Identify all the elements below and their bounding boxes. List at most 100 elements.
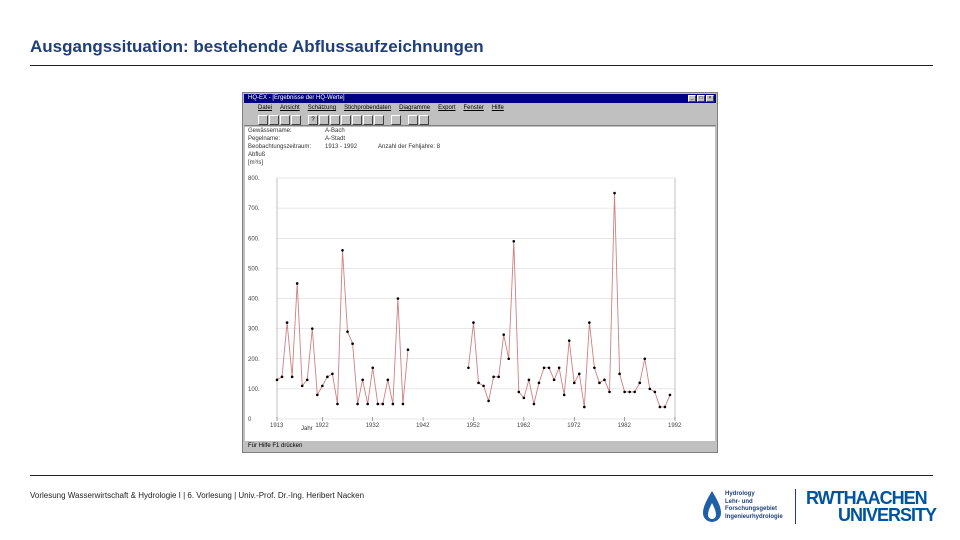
logo-separator: [795, 489, 796, 524]
data-point: [557, 366, 561, 370]
data-point: [608, 390, 611, 394]
chart-client-area: Gewässername: A-Bach Pegelname: A-Stadt …: [245, 127, 715, 441]
data-point: [341, 249, 344, 252]
data-point: [366, 402, 369, 406]
menu-stichprobendaten[interactable]: Stichprobendaten: [344, 105, 392, 111]
y-tick-label: 700.: [248, 206, 260, 212]
x-tick-label: 1982: [618, 423, 632, 429]
data-point: [532, 402, 536, 406]
data-point: [371, 366, 375, 370]
table-icon[interactable]: [374, 114, 384, 125]
menu-hilfe[interactable]: Hilfe: [491, 105, 504, 111]
data-point: [351, 342, 354, 345]
yaxis-unit: [m³/s]: [248, 160, 263, 166]
data-point: [321, 384, 324, 388]
data-point: [497, 375, 500, 379]
status-bar: Für Hilfe F1 drücken: [248, 443, 303, 449]
data-point: [487, 399, 490, 403]
hydro-line-1: Hydrology: [725, 491, 755, 497]
filter-icon[interactable]: [419, 114, 429, 125]
data-point: [623, 390, 626, 394]
data-point: [668, 393, 672, 397]
gewaesser-value: A-Bach: [325, 128, 345, 134]
menu-schaetzung[interactable]: Schätzung: [307, 105, 337, 111]
data-point: [542, 366, 546, 370]
menu-ansicht[interactable]: Ansicht: [280, 105, 300, 111]
data-point: [583, 405, 586, 409]
data-point: [588, 321, 591, 324]
data-point: [567, 339, 571, 342]
footer-text: Vorlesung Wasserwirtschaft & Hydrologie …: [30, 491, 365, 500]
discharge-series-line: [467, 193, 671, 408]
menu-fenster[interactable]: Fenster: [463, 105, 484, 111]
toolbar: ?: [244, 114, 716, 126]
xaxis-label: Jahr: [301, 426, 313, 432]
data-point: [522, 396, 526, 400]
chart-icon[interactable]: [352, 114, 362, 125]
data-point: [482, 384, 485, 388]
data-point: [643, 357, 647, 361]
k-icon[interactable]: [341, 114, 351, 125]
data-point: [310, 327, 314, 330]
rwth-logo-line-2: UNIVERSITY: [838, 505, 937, 525]
slide-title: Ausgangssituation: bestehende Abflussauf…: [30, 37, 484, 56]
data-point: [562, 393, 566, 397]
curve-icon[interactable]: [319, 114, 329, 125]
data-point: [572, 381, 576, 385]
menu-diagramme[interactable]: Diagramme: [399, 105, 431, 111]
pegel-value: A-Stadt: [325, 136, 346, 142]
settings-icon[interactable]: [408, 114, 418, 125]
minimize-button[interactable]: _: [688, 95, 696, 102]
data-point: [396, 297, 400, 300]
menu-export[interactable]: Export: [438, 105, 456, 111]
data-point: [406, 348, 410, 352]
fehljahre-info: Anzahl der Fehljahre: 8: [378, 144, 441, 150]
y-tick-label: 200.: [248, 357, 260, 363]
data-point: [376, 402, 380, 406]
discharge-chart: 0 100. 200. 300. 400. 500. 600. 700. 800. 1913 192…: [248, 176, 682, 429]
data-point: [316, 393, 319, 397]
list-icon[interactable]: [391, 114, 401, 125]
data-point: [613, 191, 616, 195]
print-icon[interactable]: [291, 114, 301, 125]
new-file-icon[interactable]: [258, 114, 268, 125]
x-tick-label: 1942: [416, 423, 430, 429]
data-point: [527, 378, 531, 382]
data-point: [492, 375, 495, 379]
data-point: [628, 390, 631, 394]
data-point: [300, 384, 304, 388]
maximize-button[interactable]: □: [697, 95, 705, 102]
window-titlebar: HQ-EX - [Ergebnisse der HQ-Werte] _ □ ×: [244, 94, 716, 103]
data-point: [552, 378, 556, 382]
arrow-up-icon[interactable]: [330, 114, 340, 125]
data-point: [285, 321, 289, 324]
data-point: [331, 372, 334, 376]
close-button[interactable]: ×: [706, 95, 714, 102]
data-point: [593, 366, 596, 370]
rwth-logo-line-1: RWTHAACHEN: [806, 488, 928, 508]
open-file-icon[interactable]: [269, 114, 279, 125]
data-point: [658, 405, 662, 409]
data-point: [618, 372, 621, 376]
data-point: [356, 402, 359, 406]
y-tick-label: 600.: [248, 236, 260, 242]
data-point: [648, 387, 652, 391]
menu-datei[interactable]: Datei: [258, 105, 273, 111]
zeitraum-value: 1913 - 1992: [325, 144, 358, 150]
data-point: [537, 381, 541, 385]
data-point: [598, 381, 601, 385]
data-point: [346, 330, 349, 333]
y-tick-label: 100.: [248, 387, 260, 393]
pegel-label: Pegelname:: [248, 136, 281, 142]
x-tick-label: 1992: [668, 423, 682, 429]
data-point: [507, 357, 511, 361]
help-icon[interactable]: ?: [308, 114, 318, 125]
hydro-line-4: Ingenieurhydrologie: [725, 513, 783, 520]
app-window: HQ-EX - [Ergebnisse der HQ-Werte] _ □ × …: [242, 92, 718, 453]
save-icon[interactable]: [280, 114, 290, 125]
data-point: [381, 402, 385, 406]
data-point: [653, 390, 657, 394]
data-point: [472, 321, 475, 324]
chart-green-icon[interactable]: [363, 114, 373, 125]
y-tick-label: 500.: [248, 266, 260, 272]
